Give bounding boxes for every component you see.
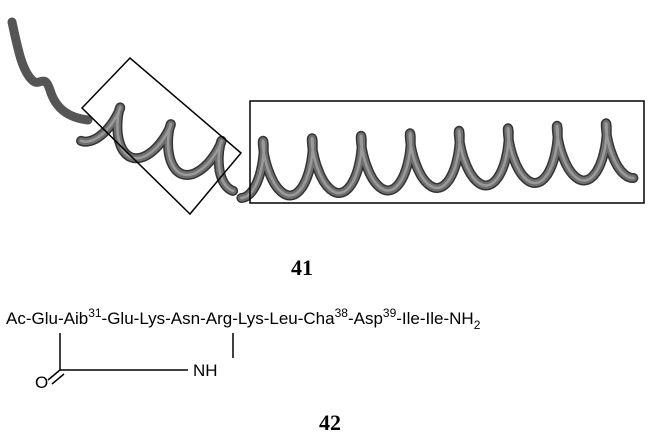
helix-model xyxy=(7,17,639,203)
helix-coil xyxy=(240,122,635,200)
lactam-bridge xyxy=(47,333,234,385)
tail xyxy=(7,17,93,125)
carbonyl-oxygen: O xyxy=(35,373,48,392)
compound-label: 41 xyxy=(291,255,313,280)
peptide-sequence: Ac-Glu-Aib31-Glu-Lys-Asn-Arg-Lys-Leu-Cha… xyxy=(6,306,481,332)
helix-coil xyxy=(79,106,235,193)
helix-coil xyxy=(77,103,237,195)
compound-label: 42 xyxy=(319,410,341,435)
amine: NH xyxy=(193,361,218,380)
helix-box xyxy=(80,56,243,216)
helix-box xyxy=(249,100,645,204)
